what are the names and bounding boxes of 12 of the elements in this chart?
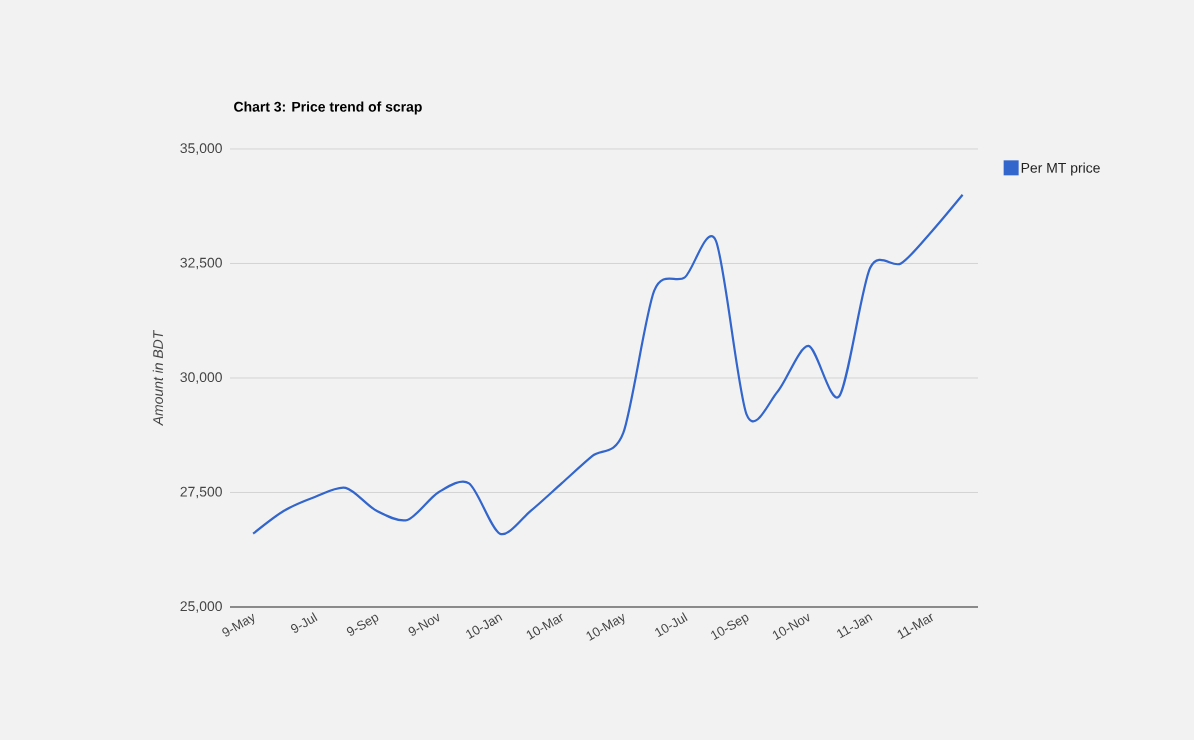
y-tick-label: 25,000 — [180, 601, 222, 613]
legend-label: Per MT price — [1021, 162, 1100, 176]
y-tick-label: 35,000 — [180, 143, 222, 155]
x-tick-label: 9-Nov — [408, 613, 440, 636]
y-tick-label: 30,000 — [180, 372, 222, 384]
y-axis-title: Amount in BDT — [152, 329, 163, 426]
y-tick-label: 27,500 — [180, 486, 222, 499]
x-tick-label: 9-Sep — [346, 614, 379, 636]
chart-title: Chart 3: Price trend of scrap — [234, 101, 422, 115]
line-series — [252, 193, 964, 535]
y-tick-label: 32,500 — [180, 257, 222, 270]
x-tick-label: 9-Jul — [290, 612, 318, 633]
